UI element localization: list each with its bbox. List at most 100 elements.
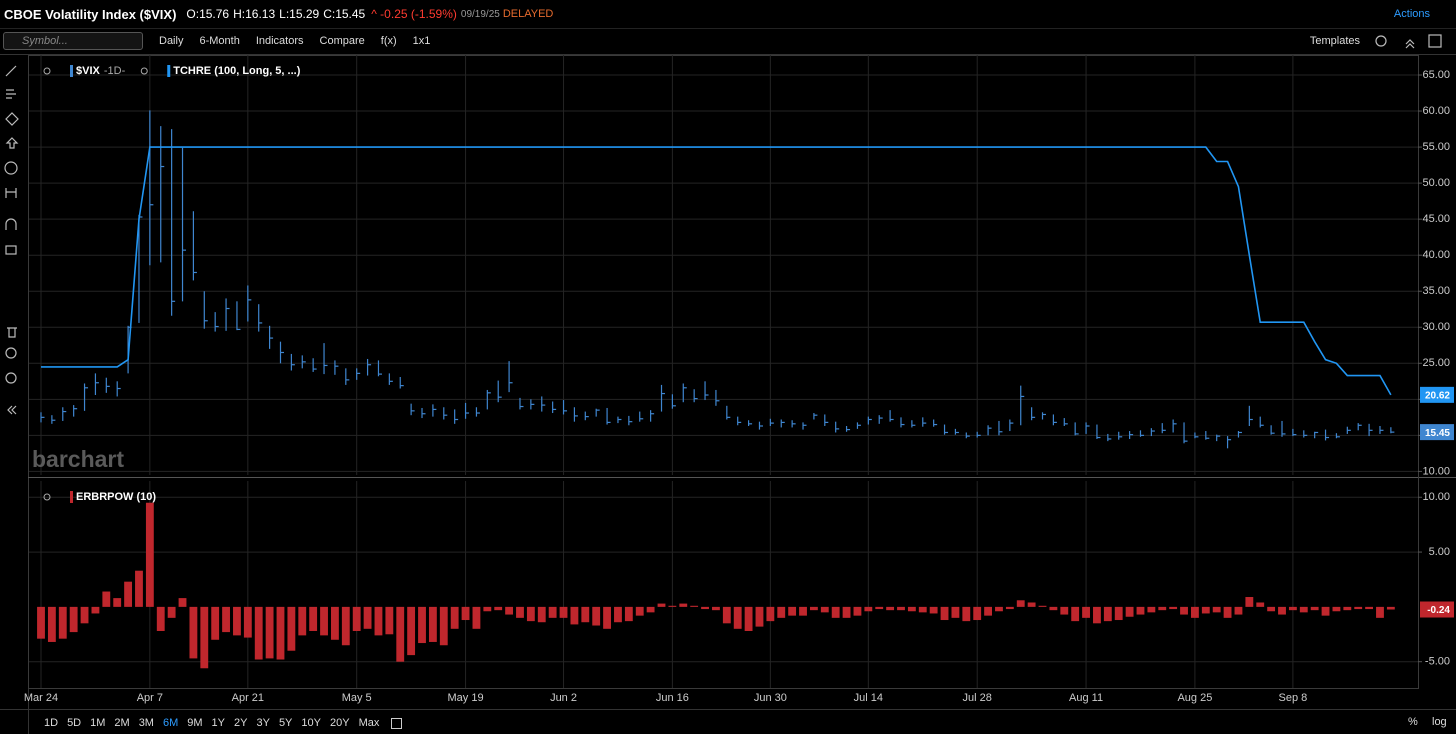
settings-icon[interactable] [1375, 35, 1387, 47]
scale-button[interactable]: log [1432, 716, 1447, 728]
bar [1169, 606, 1178, 610]
y-tick-label: 30.00 [1422, 321, 1450, 333]
bar [211, 606, 220, 640]
bar [135, 570, 143, 607]
tool-collapse[interactable] [7, 405, 17, 415]
bar [537, 606, 546, 623]
toolbar-item[interactable]: Daily [159, 35, 184, 47]
tool-zoom-in[interactable] [5, 347, 17, 359]
range-button[interactable]: 5D [67, 717, 82, 729]
y-tick-label: 10.00 [1422, 491, 1450, 503]
range-button[interactable]: 3M [138, 717, 154, 729]
tool-arrow[interactable] [5, 137, 19, 149]
bar [668, 605, 677, 607]
tool-note[interactable] [4, 161, 18, 175]
toolbar-item[interactable]: 6-Month [199, 35, 240, 47]
bar [222, 606, 230, 633]
bar [951, 606, 960, 618]
x-tick-label: Apr 21 [232, 692, 264, 704]
toolbar-item[interactable]: 1x1 [412, 35, 431, 47]
tool-trash[interactable] [7, 327, 17, 338]
range-button[interactable]: 6M [162, 717, 179, 729]
bar [1310, 606, 1319, 611]
bar [178, 598, 187, 607]
tool-lock[interactable] [5, 245, 17, 255]
y-tick-label: 25.00 [1422, 357, 1450, 369]
bar [1386, 606, 1395, 610]
visibility-icon[interactable] [43, 67, 51, 75]
bar [472, 606, 481, 629]
bar [1180, 606, 1188, 615]
range-button[interactable]: 9M [187, 717, 203, 729]
toolbar-item[interactable]: f(x) [380, 35, 397, 47]
x-tick-label: Aug 25 [1177, 692, 1212, 704]
bar [37, 606, 45, 639]
legend-swatch [70, 491, 73, 503]
templates[interactable]: Templates [1309, 35, 1360, 47]
toolbar-item[interactable]: Compare [319, 35, 365, 47]
actions[interactable]: Actions [1393, 8, 1430, 20]
tool-shape[interactable] [5, 112, 19, 126]
x-tick-label: Jun 16 [656, 692, 689, 704]
scale-button[interactable]: % [1408, 716, 1418, 728]
drawing-tools[interactable] [4, 34, 1442, 415]
bar [809, 606, 818, 611]
x-tick-label: Jul 28 [963, 692, 992, 704]
visibility-icon[interactable] [140, 67, 148, 75]
calendar-icon[interactable] [391, 717, 403, 729]
tool-zoom-out[interactable] [5, 372, 17, 384]
bar [570, 606, 579, 625]
symbol-input[interactable]: Symbol... [3, 32, 143, 50]
quote-item: H:16.13 [233, 7, 276, 21]
range-button[interactable]: 10Y [301, 717, 321, 729]
visibility-icon[interactable] [43, 493, 51, 501]
range-button[interactable]: 1M [90, 717, 106, 729]
date: 09/19/25 [460, 8, 500, 20]
bar [80, 606, 89, 624]
bar [831, 606, 840, 618]
range-button[interactable]: 5Y [278, 717, 293, 729]
range-button[interactable]: Max [358, 717, 380, 729]
last-value-badge [1420, 601, 1454, 618]
x-tick-label: Apr 7 [137, 692, 163, 704]
bar [352, 606, 361, 631]
tool-line[interactable] [5, 65, 17, 77]
bar [1016, 600, 1025, 607]
bar [1365, 606, 1374, 610]
bar [1114, 606, 1123, 621]
y-tick-label: 10.00 [1422, 465, 1450, 477]
tool-fib[interactable] [6, 89, 16, 99]
title: CBOE Volatility Index ($VIX) [4, 6, 177, 22]
bar [864, 606, 873, 612]
range-button[interactable]: 1D [44, 717, 59, 729]
layout-icon[interactable] [1428, 34, 1442, 48]
y-tick-label: -5.00 [1425, 656, 1450, 668]
range-button[interactable]: 20Y [329, 717, 350, 729]
bar [646, 606, 655, 613]
bar [679, 603, 688, 607]
bar [973, 606, 982, 621]
toolbar-item[interactable]: Indicators [255, 35, 304, 47]
bar [1038, 605, 1047, 607]
bar [1125, 606, 1134, 617]
status: DELAYED [502, 8, 554, 20]
bar [875, 606, 884, 610]
last-value-label: -0.24 [1427, 605, 1450, 616]
bar [494, 606, 503, 611]
range-button[interactable]: 3Y [256, 717, 270, 729]
bar [113, 598, 122, 607]
header: CBOE Volatility Index ($VIX) O:15.76 H:16… [0, 0, 1456, 28]
bar [243, 606, 252, 638]
bar [842, 606, 851, 618]
range-button[interactable]: 2M [114, 717, 130, 729]
tool-measure[interactable] [5, 188, 17, 198]
bar [483, 606, 492, 612]
range-button[interactable]: 2Y [234, 717, 248, 729]
bar [1049, 606, 1058, 611]
tool-magnet[interactable] [5, 218, 17, 230]
range-button[interactable]: 1Y [211, 717, 225, 729]
bar [624, 606, 633, 622]
toolbar-collapse[interactable] [1405, 39, 1415, 49]
bar [1278, 606, 1286, 615]
bar [331, 606, 339, 640]
